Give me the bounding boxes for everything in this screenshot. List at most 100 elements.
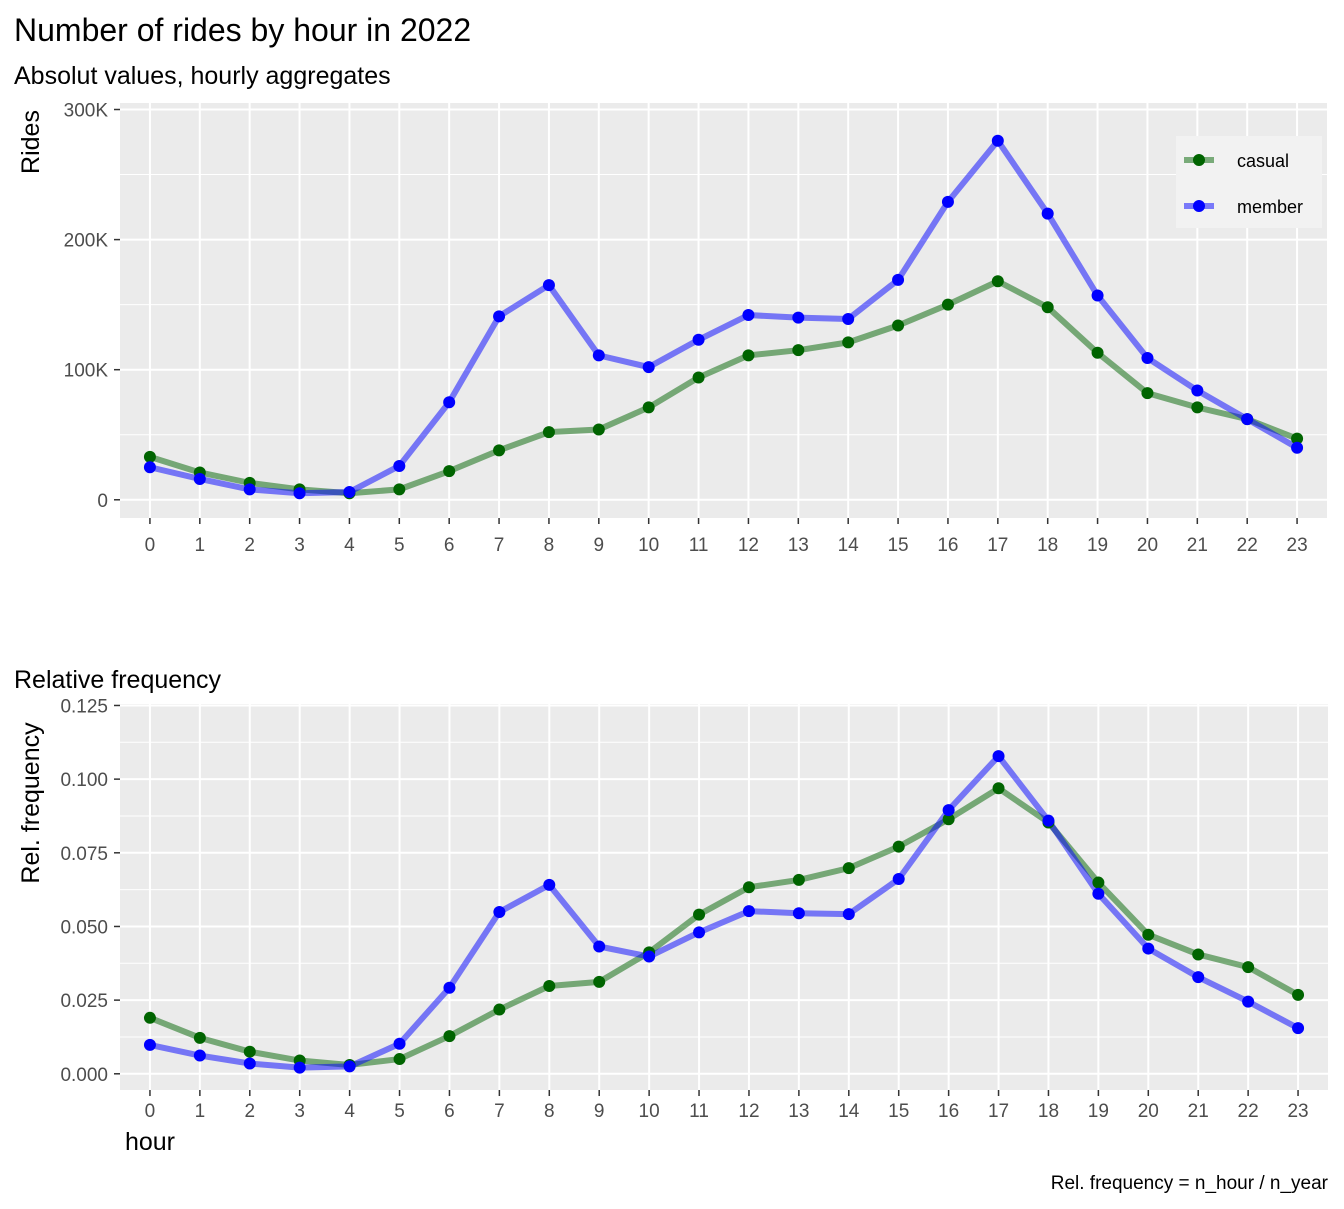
x-tick-label: 8 (544, 535, 555, 556)
panel2-title: Relative frequency (14, 666, 222, 694)
legend: casual member (1176, 136, 1322, 228)
x-tick-label: 23 (1287, 1101, 1308, 1122)
x-tick-label: 14 (838, 535, 860, 556)
data-point-casual (543, 979, 556, 992)
legend-key-point-casual (1193, 154, 1205, 166)
legend-key-point-member (1193, 200, 1205, 212)
data-point-casual (1092, 876, 1105, 889)
data-point-casual (1292, 988, 1305, 1001)
x-tick-label: 14 (838, 1101, 860, 1122)
legend-label-member: member (1237, 197, 1303, 217)
data-point-member (543, 878, 556, 891)
x-tick-label: 17 (988, 1101, 1009, 1122)
data-point-member (992, 750, 1005, 763)
data-point-member (1042, 814, 1055, 827)
x-tick-label: 15 (887, 535, 908, 556)
x-tick-label: 20 (1138, 1101, 1159, 1122)
data-point-member (443, 396, 456, 409)
data-point-member (143, 461, 156, 474)
x-tick-label: 8 (544, 1101, 555, 1122)
data-point-member (942, 804, 955, 817)
x-tick-label: 17 (987, 535, 1008, 556)
legend-background (1176, 136, 1322, 228)
x-tick-label: 1 (195, 1101, 206, 1122)
data-point-casual (1291, 432, 1304, 445)
data-point-member (293, 487, 306, 500)
data-point-member (393, 1037, 406, 1050)
data-point-casual (493, 444, 506, 457)
data-point-member (343, 1060, 356, 1073)
x-tick-label: 9 (594, 535, 605, 556)
data-point-member (1141, 351, 1154, 364)
data-point-casual (792, 873, 805, 886)
data-point-member (742, 309, 755, 322)
data-point-member (892, 273, 905, 286)
data-point-member (1292, 1022, 1305, 1035)
data-point-casual (1091, 346, 1104, 359)
data-point-casual (193, 1031, 206, 1044)
x-tick-label: 4 (344, 535, 355, 556)
x-tick-label: 12 (738, 535, 759, 556)
data-point-casual (592, 423, 605, 436)
data-point-member (1192, 971, 1205, 984)
data-point-member (493, 310, 506, 323)
data-point-casual (1192, 948, 1205, 961)
x-tick-label: 10 (638, 535, 659, 556)
x-tick-label: 11 (689, 535, 709, 556)
data-point-casual (992, 782, 1005, 795)
data-point-casual (842, 336, 855, 349)
data-point-member (742, 905, 755, 918)
x-tick-label: 22 (1238, 1101, 1259, 1122)
chart-title: Number of rides by hour in 2022 (14, 12, 471, 48)
data-point-member (393, 459, 406, 472)
data-point-casual (941, 298, 954, 311)
x-tick-label: 20 (1137, 535, 1158, 556)
data-point-casual (892, 840, 905, 853)
x-tick-label: 2 (244, 1101, 255, 1122)
x-tick-label: 5 (394, 1101, 405, 1122)
data-point-member (1091, 289, 1104, 302)
data-point-casual (1142, 928, 1155, 941)
data-point-casual (1191, 401, 1204, 414)
x-axis-title: hour (125, 1128, 175, 1156)
x-tick-label: 18 (1037, 535, 1058, 556)
data-point-member (143, 1038, 156, 1051)
data-point-casual (792, 344, 805, 357)
data-point-member (193, 472, 206, 485)
x-tick-label: 6 (444, 1101, 455, 1122)
x-tick-label: 12 (738, 1101, 759, 1122)
data-point-member (443, 981, 456, 994)
data-point-member (593, 940, 606, 953)
data-point-member (842, 908, 855, 921)
data-point-member (1241, 413, 1254, 426)
y-tick-label: 100K (64, 361, 109, 382)
x-tick-label: 10 (639, 1101, 660, 1122)
y-tick-label: 0.100 (60, 770, 108, 791)
plot-background (120, 103, 1327, 518)
data-point-member (1191, 384, 1204, 397)
data-point-casual (393, 1053, 406, 1066)
chart-subtitle: Absolut values, hourly aggregates (14, 62, 391, 90)
x-tick-label: 4 (344, 1101, 355, 1122)
x-tick-label: 22 (1237, 535, 1258, 556)
plot-background (120, 704, 1328, 1090)
legend-label-casual: casual (1237, 151, 1289, 171)
y-tick-label: 0 (97, 491, 108, 512)
data-point-member (1092, 887, 1105, 900)
series-line-member (146, 753, 1302, 1071)
data-point-member (643, 950, 656, 963)
data-point-casual (1141, 387, 1154, 400)
data-point-member (293, 1061, 306, 1074)
data-point-member (693, 926, 706, 939)
x-tick-label: 16 (937, 535, 958, 556)
data-point-member (243, 483, 256, 496)
data-point-casual (143, 1011, 156, 1024)
x-tick-label: 6 (444, 535, 455, 556)
data-point-casual (942, 813, 955, 826)
y-tick-label: 0.075 (60, 844, 108, 865)
data-point-member (193, 1049, 206, 1062)
y-tick-label: 0.025 (60, 991, 108, 1012)
data-point-casual (742, 349, 755, 362)
